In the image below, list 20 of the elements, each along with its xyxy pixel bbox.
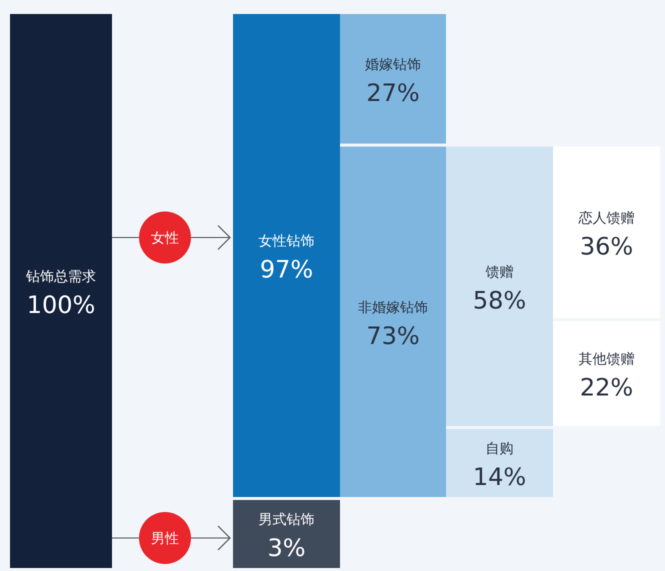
- category-label: 女性钻饰: [258, 234, 314, 250]
- data-label: 58%: [472, 286, 526, 314]
- data-label: 3%: [267, 534, 306, 562]
- category-label: 婚嫁钻饰: [365, 56, 421, 73]
- category-label: 自购: [486, 441, 514, 457]
- data-label: 36%: [580, 232, 634, 260]
- data-label: 27%: [366, 78, 420, 107]
- data-label: 22%: [580, 374, 634, 402]
- data-label: 97%: [260, 256, 314, 284]
- data-label: 73%: [366, 322, 420, 350]
- category-label: 钻饰总需求: [25, 269, 96, 285]
- data-label: 100%: [26, 291, 96, 319]
- text: 女性: [151, 230, 179, 246]
- text: 男性: [151, 531, 179, 547]
- category-label: 恋人馈赠: [578, 210, 634, 226]
- category-label: 非婚嫁钻饰: [358, 300, 428, 316]
- data-label: 14%: [472, 463, 526, 491]
- category-label: 男式钻饰: [258, 512, 314, 528]
- category-label: 其他馈赠: [578, 352, 634, 368]
- category-label: 馈赠: [484, 264, 514, 280]
